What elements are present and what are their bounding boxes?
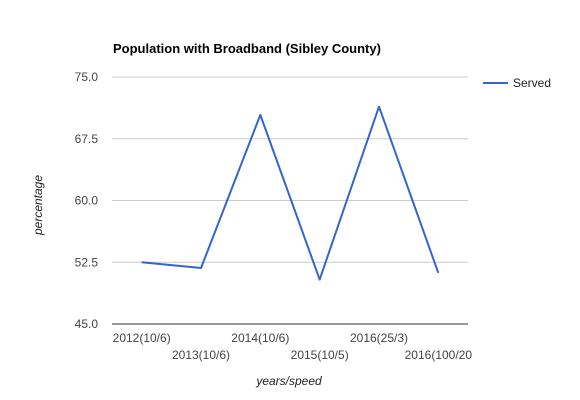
x-tick-label: 2013(10/6) <box>172 348 230 362</box>
x-tick-label: 2014(10/6) <box>231 331 289 345</box>
y-axis-ticks: 75.0 67.5 60.0 52.5 45.0 <box>75 70 99 331</box>
series-group <box>141 105 440 281</box>
legend-label-served: Served <box>513 76 551 90</box>
x-tick-label: 2016(100/20 <box>405 348 473 362</box>
chart-title: Population with Broadband (Sibley County… <box>113 41 381 56</box>
x-tick-label: 2016(25/3) <box>350 331 408 345</box>
x-tick-label: 2012(10/6) <box>113 331 171 345</box>
y-tick-label: 52.5 <box>75 255 99 269</box>
data-points <box>141 106 440 281</box>
x-tick-label: 2015(10/5) <box>291 348 349 362</box>
x-axis-ticks: 2012(10/6)2013(10/6)2014(10/6)2015(10/5)… <box>113 331 473 362</box>
gridlines <box>112 76 468 325</box>
y-axis-title: percentage <box>31 175 45 236</box>
y-tick-label: 45.0 <box>75 317 99 331</box>
series-line-served <box>141 105 440 281</box>
legend: Served <box>483 76 551 90</box>
y-tick-label: 75.0 <box>75 70 99 84</box>
y-tick-label: 67.5 <box>75 132 99 146</box>
x-axis-title: years/speed <box>255 374 322 388</box>
y-tick-label: 60.0 <box>75 194 99 208</box>
